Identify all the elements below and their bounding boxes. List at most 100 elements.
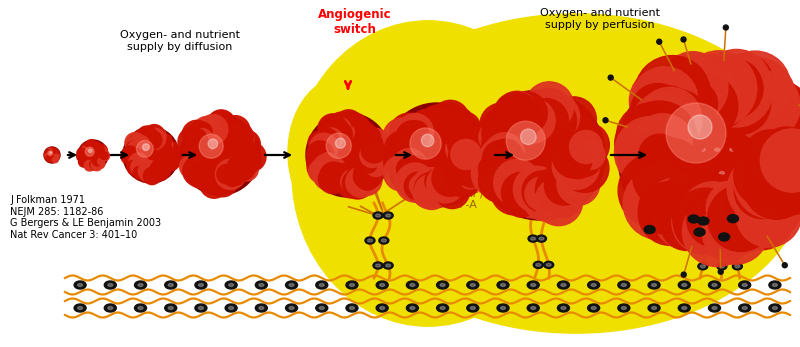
Circle shape <box>603 118 608 123</box>
Circle shape <box>82 156 92 166</box>
Ellipse shape <box>410 306 415 310</box>
Circle shape <box>123 127 179 183</box>
Circle shape <box>752 127 792 168</box>
Circle shape <box>618 153 694 228</box>
Circle shape <box>440 105 466 130</box>
Ellipse shape <box>316 304 328 312</box>
Ellipse shape <box>134 304 146 312</box>
Circle shape <box>496 114 527 145</box>
Circle shape <box>390 113 428 152</box>
Circle shape <box>482 122 526 166</box>
Circle shape <box>194 117 220 143</box>
Circle shape <box>309 160 330 183</box>
Circle shape <box>782 263 787 268</box>
Ellipse shape <box>734 193 745 200</box>
Circle shape <box>538 100 583 145</box>
Circle shape <box>751 141 792 182</box>
Ellipse shape <box>501 306 506 310</box>
Circle shape <box>86 145 93 151</box>
Ellipse shape <box>319 283 324 287</box>
Circle shape <box>336 170 353 187</box>
Ellipse shape <box>255 281 267 289</box>
Circle shape <box>485 143 526 185</box>
Circle shape <box>431 113 456 138</box>
Circle shape <box>448 129 470 151</box>
Ellipse shape <box>709 304 721 312</box>
Circle shape <box>448 163 473 188</box>
Circle shape <box>660 54 728 122</box>
Ellipse shape <box>537 235 546 242</box>
Circle shape <box>568 143 602 177</box>
Ellipse shape <box>644 226 655 234</box>
Circle shape <box>512 175 555 218</box>
Circle shape <box>394 126 428 160</box>
Ellipse shape <box>376 281 388 289</box>
Circle shape <box>310 133 338 161</box>
Circle shape <box>457 154 478 176</box>
Ellipse shape <box>742 283 747 287</box>
Circle shape <box>180 115 260 195</box>
Circle shape <box>510 98 555 143</box>
Circle shape <box>428 104 452 128</box>
Ellipse shape <box>259 283 264 287</box>
Circle shape <box>159 152 176 169</box>
Ellipse shape <box>367 239 373 242</box>
Circle shape <box>82 144 89 151</box>
Ellipse shape <box>588 304 600 312</box>
Circle shape <box>144 125 165 145</box>
Ellipse shape <box>717 169 727 177</box>
Ellipse shape <box>319 306 324 310</box>
Circle shape <box>525 99 568 142</box>
Circle shape <box>432 166 469 203</box>
Circle shape <box>748 121 796 169</box>
Circle shape <box>492 99 529 135</box>
Circle shape <box>136 134 148 146</box>
Circle shape <box>483 163 522 202</box>
Circle shape <box>184 138 207 161</box>
Circle shape <box>360 156 377 173</box>
Ellipse shape <box>346 281 358 289</box>
Ellipse shape <box>350 306 354 310</box>
Circle shape <box>642 115 693 166</box>
Ellipse shape <box>682 283 686 287</box>
Circle shape <box>744 96 800 169</box>
Circle shape <box>631 67 698 134</box>
Ellipse shape <box>622 306 626 310</box>
Circle shape <box>734 146 800 219</box>
Circle shape <box>733 82 800 156</box>
Circle shape <box>756 85 800 140</box>
Circle shape <box>396 121 429 154</box>
Circle shape <box>360 142 385 168</box>
Circle shape <box>204 115 232 143</box>
Circle shape <box>420 112 443 135</box>
Circle shape <box>94 145 104 155</box>
Circle shape <box>734 162 790 219</box>
Ellipse shape <box>138 306 143 310</box>
Circle shape <box>208 167 238 197</box>
Circle shape <box>209 169 232 193</box>
Circle shape <box>763 102 800 160</box>
Circle shape <box>227 160 243 177</box>
Circle shape <box>419 177 442 200</box>
Circle shape <box>623 99 682 156</box>
Ellipse shape <box>289 283 294 287</box>
Ellipse shape <box>700 242 706 245</box>
Circle shape <box>650 183 691 223</box>
Circle shape <box>671 73 738 139</box>
Circle shape <box>189 133 212 157</box>
Circle shape <box>655 70 718 134</box>
Circle shape <box>189 164 213 188</box>
Circle shape <box>194 132 210 148</box>
Circle shape <box>137 126 158 147</box>
Ellipse shape <box>501 283 506 287</box>
Circle shape <box>386 149 410 173</box>
Circle shape <box>127 161 142 175</box>
Circle shape <box>719 202 770 253</box>
Circle shape <box>391 150 422 181</box>
Circle shape <box>442 107 474 140</box>
Circle shape <box>616 103 682 169</box>
Ellipse shape <box>735 265 740 268</box>
Circle shape <box>446 161 482 197</box>
Ellipse shape <box>534 261 543 268</box>
Circle shape <box>534 178 582 226</box>
